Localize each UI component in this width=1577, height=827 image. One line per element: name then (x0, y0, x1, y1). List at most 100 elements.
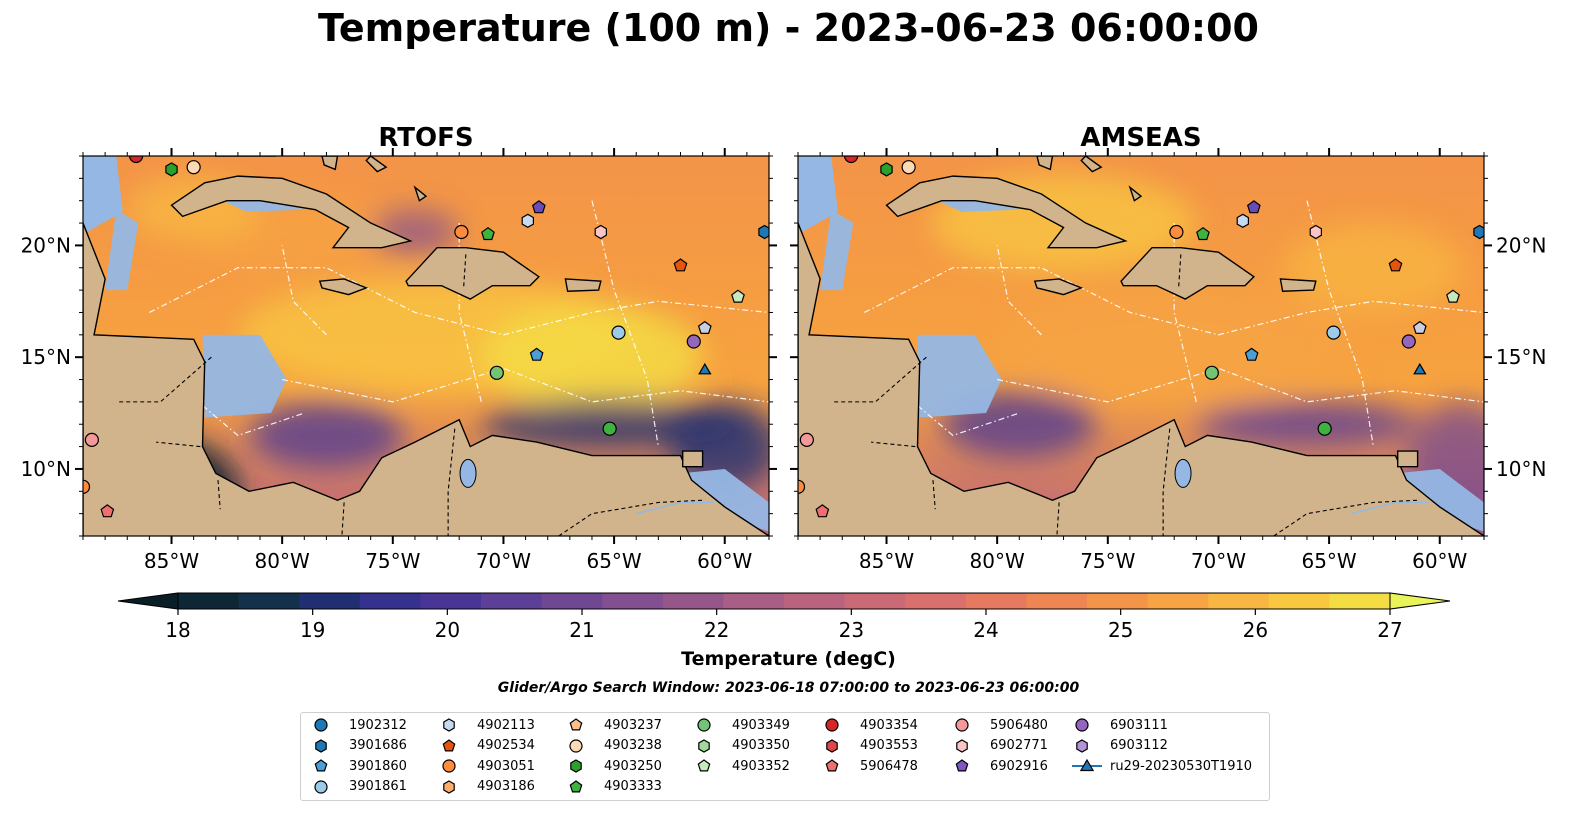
shelf-area (1395, 468, 1484, 532)
country-border (1162, 428, 1171, 536)
pentagon-marker-icon (955, 759, 969, 772)
legend-item: 3901861 (311, 778, 407, 796)
colorbar-segment (965, 593, 1027, 609)
legend-label: 4903354 (860, 717, 918, 733)
platform-marker (531, 200, 546, 214)
lon-tick-label: 60°W (697, 549, 752, 568)
platform-marker (1317, 421, 1332, 436)
pentagon-marker-icon (314, 759, 328, 772)
platform-marker (594, 224, 608, 240)
lon-tick-label: 85°W (144, 549, 199, 568)
platform-marker (1196, 226, 1210, 241)
shelf-area (202, 334, 287, 418)
legend-label: 3901686 (349, 738, 407, 753)
lat-tick-label: 20°N (1496, 233, 1546, 257)
triangle-marker-icon (1079, 758, 1095, 772)
platform-marker (84, 432, 99, 447)
legend-label: 6903111 (1110, 717, 1168, 733)
land-area (321, 156, 339, 171)
eez-boundary (997, 367, 1484, 403)
platform-marker (611, 325, 626, 340)
lon-tick-label: 85°W (859, 549, 914, 568)
colorbar-over-arrow (1389, 592, 1451, 610)
river (1351, 501, 1429, 515)
lon-tick-label: 60°W (1412, 549, 1467, 568)
glider-track-icon (1072, 758, 1102, 772)
legend-item: 4903250 (566, 757, 662, 775)
legend-item: 4903051 (439, 757, 535, 775)
land-area (681, 450, 704, 468)
colorbar-tick-label: 25 (1108, 618, 1133, 642)
hexagon-marker-icon (443, 779, 455, 794)
colorbar-segment (784, 593, 846, 609)
platform-marker (481, 226, 495, 241)
circle-marker-icon (825, 718, 839, 732)
legend-label: 4903352 (732, 758, 790, 774)
legend-label: 6902916 (990, 758, 1048, 774)
shelf-area (917, 334, 1002, 418)
circle-marker-icon (1075, 718, 1089, 732)
pentagon-marker-icon (314, 759, 328, 772)
lon-tick-label: 80°W (255, 549, 310, 568)
colorbar-segment (723, 593, 785, 609)
colorbar-segment (1329, 593, 1391, 609)
legend-item: 4903352 (694, 757, 790, 775)
country-border (463, 254, 467, 288)
circle-marker-icon (955, 718, 969, 732)
land-area (1120, 246, 1255, 300)
legend-item: 4903186 (439, 778, 535, 796)
platform-marker (1446, 289, 1460, 303)
hexagon-marker-icon (570, 759, 582, 773)
legend-label: 3901860 (349, 758, 407, 774)
colorbar-segment (1208, 593, 1270, 609)
colorbar-segment (420, 593, 482, 609)
platform-marker (129, 156, 144, 164)
platform-marker (489, 365, 504, 380)
platform-marker (731, 289, 745, 303)
platform-marker (815, 504, 830, 518)
legend-label: 4902534 (477, 738, 535, 753)
land-area (365, 156, 388, 173)
legend-label: 4903237 (604, 717, 662, 733)
colorbar-segment (1087, 593, 1149, 609)
platform-marker (1412, 320, 1427, 334)
lat-tick-label: 20°N (21, 233, 71, 257)
colorbar-segment (238, 593, 300, 609)
platform-marker (1169, 224, 1184, 240)
colorbar-tick-label: 26 (1243, 618, 1268, 642)
hexagon-marker-icon (315, 738, 327, 753)
legend-label: 4903238 (604, 738, 662, 753)
lon-tick-label: 70°W (476, 549, 531, 568)
colorbar-segment (359, 593, 421, 609)
platform-marker (83, 479, 91, 494)
pentagon-marker-icon (825, 759, 839, 772)
land-area (1396, 450, 1419, 468)
platform-marker (844, 156, 859, 164)
map-panel-rtofs: RTOFS 85°W 80°W 75°W 70°W 65°W 60°W 10°N 15°N 20°… (21, 123, 777, 568)
pentagon-marker-icon (569, 718, 583, 731)
platform-marker (1473, 224, 1484, 240)
country-border (155, 441, 201, 448)
land-area (215, 156, 277, 157)
legend-item: 4902534 (439, 737, 535, 755)
hexagon-marker-icon (698, 738, 710, 753)
colorbar-segment (1268, 593, 1330, 609)
colorbar-segment (844, 593, 906, 609)
circle-marker-icon (697, 718, 711, 732)
hexagon-marker-icon (826, 738, 838, 753)
platform-marker (1309, 224, 1323, 240)
colorbar-under-arrow (117, 592, 179, 610)
circle-marker-icon (314, 779, 328, 794)
legend-item: 4903354 (822, 716, 918, 734)
legend-item: 4903333 (566, 778, 662, 796)
colorbar-segment (1026, 593, 1088, 609)
eez-boundary (282, 367, 769, 403)
shelf-area (820, 209, 854, 291)
colorbar-segment (662, 593, 724, 609)
platform-marker (1413, 362, 1427, 375)
pentagon-marker-icon (825, 759, 839, 772)
figure-title: Temperature (100 m) - 2023-06-23 06:00:0… (317, 6, 1259, 50)
circle-marker-icon (314, 718, 328, 732)
shelf-area (680, 468, 769, 532)
hexagon-marker-icon (570, 759, 582, 773)
